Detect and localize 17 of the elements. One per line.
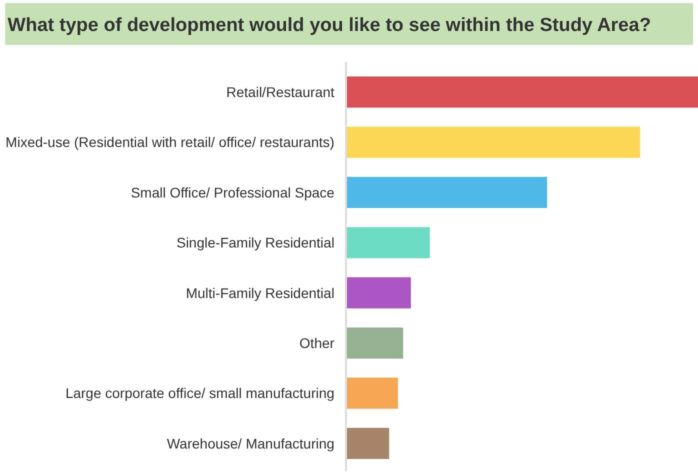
bar	[347, 327, 404, 359]
bar	[347, 76, 698, 108]
y-tick-label: Small Office/ Professional Space	[130, 184, 335, 200]
bar	[347, 176, 548, 208]
chart-title: What type of development would you like to see within the Study Area?	[8, 14, 651, 36]
bar	[347, 378, 398, 409]
y-tick-label: Multi-Family Residential	[186, 284, 334, 301]
y-tick-label: Large corporate office/ small manufacturing	[65, 385, 334, 402]
y-tick-label: Retail/Restaurant	[226, 84, 335, 100]
y-tick-label: Single-Family Residential	[176, 234, 334, 251]
y-tick-label: Mixed-use (Residential with retail/ office/ restaurants)	[6, 134, 334, 150]
y-tick-label: Other	[299, 334, 335, 351]
bar	[347, 126, 640, 158]
y-tick-label: Warehouse/ Manufacturing	[166, 435, 334, 452]
bar	[347, 277, 411, 308]
bar	[347, 227, 430, 258]
bar	[347, 428, 390, 459]
